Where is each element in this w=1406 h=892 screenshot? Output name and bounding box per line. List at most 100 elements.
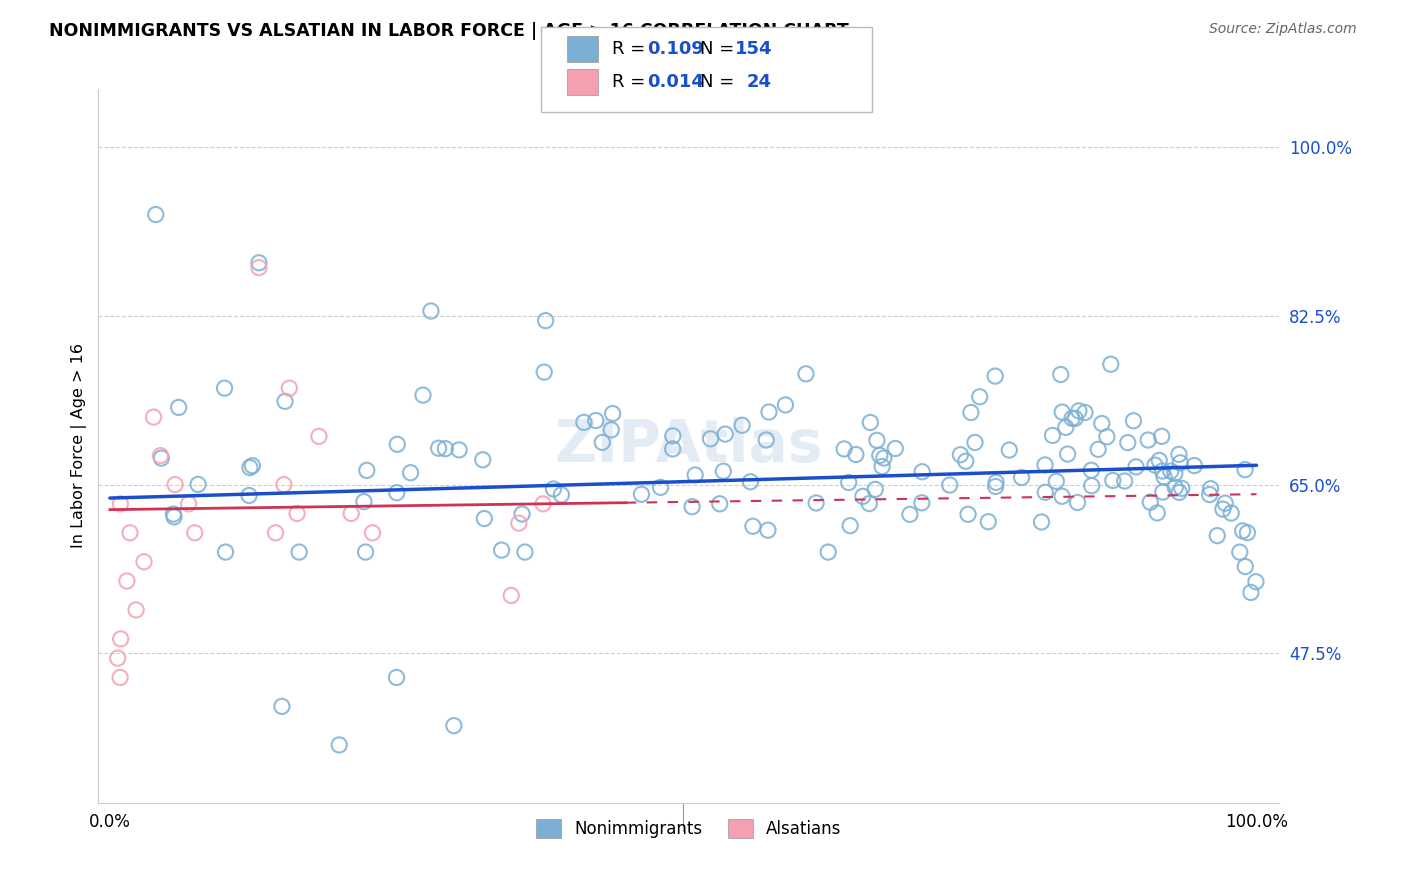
Point <box>859 416 882 430</box>
Point <box>839 518 862 533</box>
Point <box>1080 463 1102 477</box>
Text: 0.014: 0.014 <box>647 73 703 91</box>
Legend: Nonimmigrants, Alsatians: Nonimmigrants, Alsatians <box>530 812 848 845</box>
Text: 0.109: 0.109 <box>647 40 703 58</box>
Point <box>1122 414 1144 428</box>
Point <box>533 365 555 379</box>
Point <box>107 651 129 665</box>
Point <box>1212 502 1234 516</box>
Point <box>1234 559 1257 574</box>
Point <box>534 313 557 327</box>
Text: 154: 154 <box>735 40 773 58</box>
Point <box>969 390 991 404</box>
Point <box>1050 489 1073 503</box>
Point <box>387 437 409 451</box>
Point <box>1054 420 1077 434</box>
Point <box>308 429 330 443</box>
Text: R =: R = <box>612 73 651 91</box>
Point <box>938 478 960 492</box>
Point <box>1143 458 1166 472</box>
Point <box>177 497 200 511</box>
Point <box>501 589 523 603</box>
Point <box>1042 428 1064 442</box>
Point <box>1114 474 1136 488</box>
Point <box>361 525 384 540</box>
Point <box>288 545 311 559</box>
Point <box>1045 475 1067 489</box>
Point <box>683 467 706 482</box>
Point <box>510 507 533 521</box>
Point <box>162 507 184 521</box>
Point <box>491 543 513 558</box>
Point <box>427 441 450 455</box>
Point <box>1168 485 1191 500</box>
Point <box>508 516 530 530</box>
Point <box>184 525 207 540</box>
Point <box>1150 429 1173 443</box>
Point <box>145 208 167 222</box>
Point <box>531 497 554 511</box>
Point <box>1206 528 1229 542</box>
Point <box>1101 474 1123 488</box>
Point <box>602 407 624 421</box>
Point <box>709 497 731 511</box>
Point <box>1049 368 1071 382</box>
Point <box>884 442 907 456</box>
Point <box>1099 357 1122 371</box>
Point <box>1064 411 1087 425</box>
Point <box>472 511 495 525</box>
Point <box>630 487 652 501</box>
Point <box>832 442 855 456</box>
Point <box>125 603 148 617</box>
Text: Source: ZipAtlas.com: Source: ZipAtlas.com <box>1209 22 1357 37</box>
Point <box>1146 506 1168 520</box>
Point <box>1160 464 1182 478</box>
Point <box>1234 463 1257 477</box>
Point <box>165 477 187 491</box>
Point <box>340 507 363 521</box>
Point <box>132 555 155 569</box>
Point <box>681 500 703 514</box>
Point <box>1060 411 1083 425</box>
Text: N =: N = <box>700 40 740 58</box>
Point <box>247 260 270 275</box>
Point <box>1164 467 1187 481</box>
Point <box>756 523 779 537</box>
Point <box>110 497 132 511</box>
Point <box>1220 506 1243 520</box>
Point <box>600 423 623 437</box>
Point <box>187 477 209 491</box>
Point <box>150 451 173 466</box>
Point <box>711 464 734 478</box>
Point <box>434 442 457 456</box>
Point <box>863 483 886 497</box>
Point <box>1031 515 1053 529</box>
Point <box>399 466 422 480</box>
Point <box>278 381 301 395</box>
Point <box>794 367 817 381</box>
Point <box>115 574 138 588</box>
Point <box>699 432 721 446</box>
Point <box>550 488 572 502</box>
Point <box>354 545 377 559</box>
Point <box>471 452 494 467</box>
Point <box>285 507 308 521</box>
Point <box>1137 433 1160 447</box>
Point <box>1147 453 1170 467</box>
Point <box>1091 417 1114 431</box>
Point <box>513 545 536 559</box>
Point <box>804 496 827 510</box>
Point <box>845 448 868 462</box>
Point <box>1033 458 1056 472</box>
Point <box>870 459 893 474</box>
Point <box>661 442 683 456</box>
Point <box>758 405 780 419</box>
Point <box>1232 524 1254 538</box>
Point <box>731 418 754 433</box>
Point <box>963 435 986 450</box>
Point <box>1095 430 1118 444</box>
Point <box>443 719 465 733</box>
Point <box>1167 447 1189 461</box>
Point <box>998 443 1021 458</box>
Point <box>898 508 921 522</box>
